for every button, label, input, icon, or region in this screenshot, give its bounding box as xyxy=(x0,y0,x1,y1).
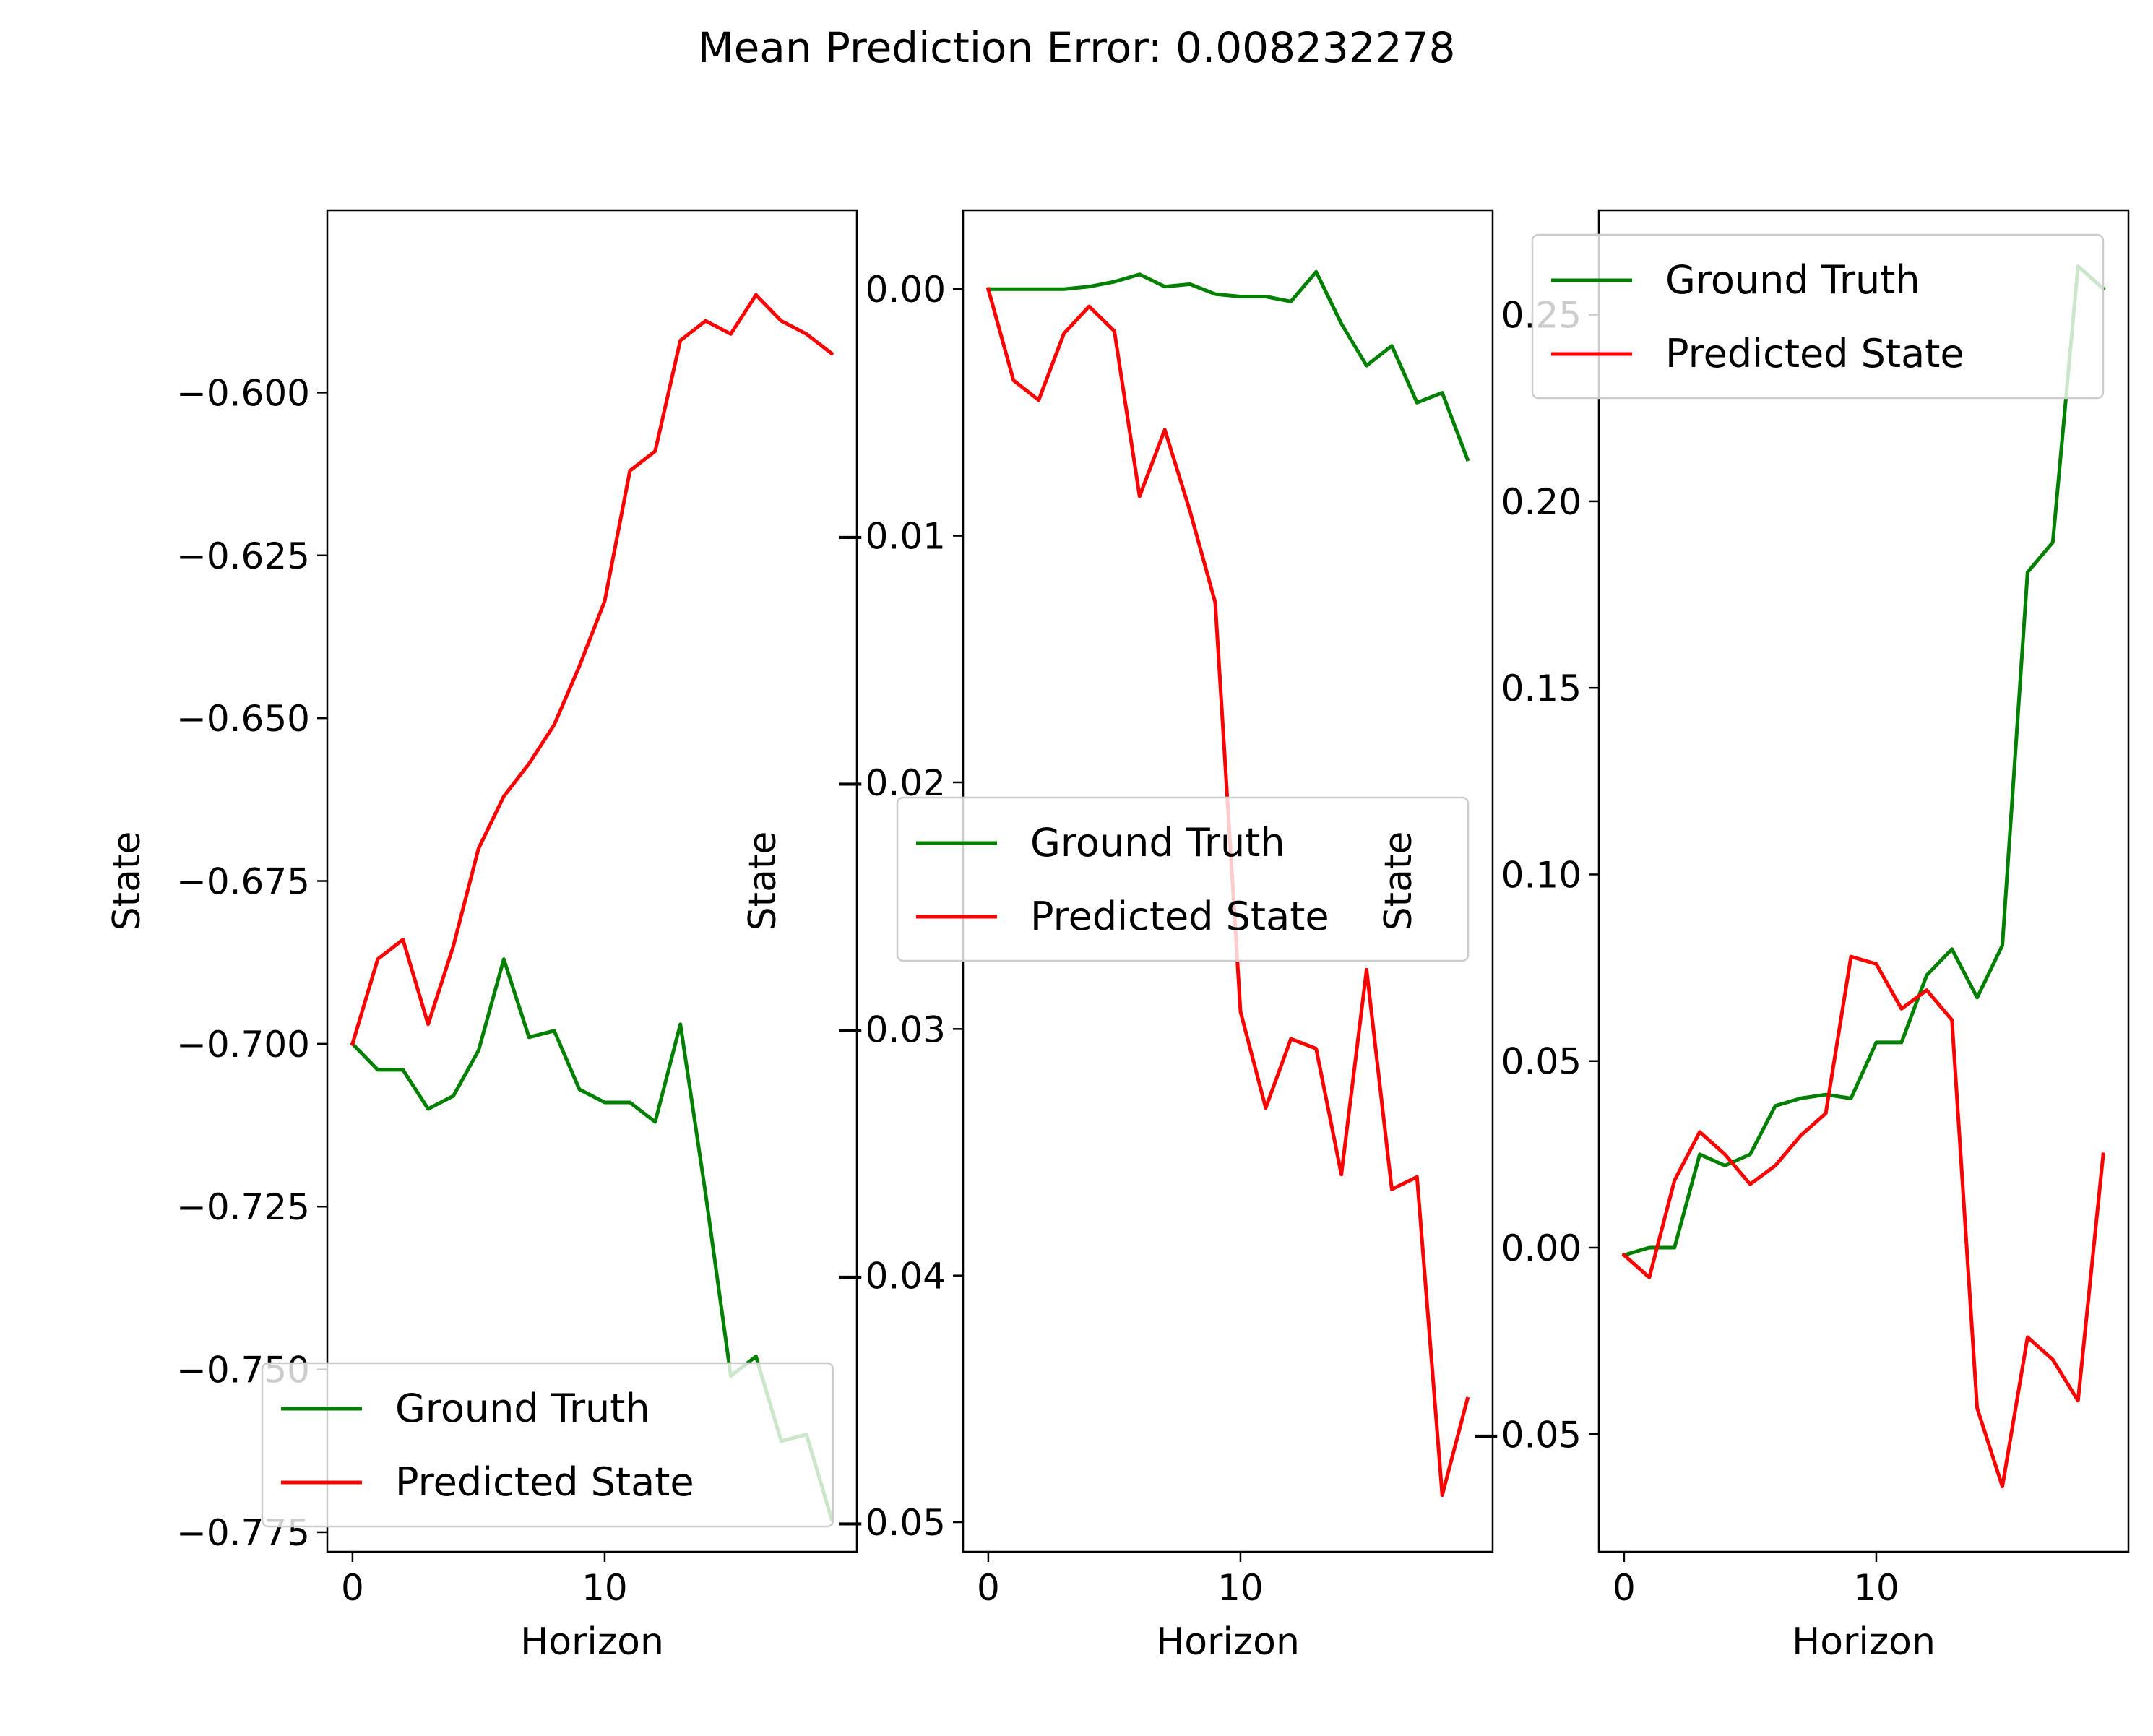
x-tick-label: 0 xyxy=(977,1567,1000,1609)
y-tick-label: −0.700 xyxy=(176,1024,310,1066)
y-tick-label: −0.01 xyxy=(835,516,946,558)
x-axis-label: Horizon xyxy=(1156,1620,1300,1664)
subplots: 0 10 −0.600 −0.625 −0.650 −0.675 −0.700 −0.725 −… xyxy=(105,209,2130,1664)
subplot-1: 0 10−0.600−0.625−0.650−0.675−0.700−0.725−… xyxy=(105,209,858,1664)
figure-suptitle: Mean Prediction Error: 0.008232278 xyxy=(698,23,1456,72)
y-tick-label: −0.725 xyxy=(176,1186,310,1228)
series-line-ground-truth xyxy=(986,269,1470,462)
y-tick-label: −0.600 xyxy=(176,372,310,414)
legend-label: Predicted State xyxy=(1665,331,1964,376)
series-line-ground-truth xyxy=(1621,264,2106,1258)
legend: Ground Truth Predicted State xyxy=(896,796,1470,962)
y-tick-label: 0.00 xyxy=(1501,1227,1582,1269)
series-line-predicted-state xyxy=(350,293,834,1047)
y-tick-label: −0.625 xyxy=(176,535,310,577)
x-tick-label: 0 xyxy=(341,1567,364,1609)
legend-label: Predicted State xyxy=(395,1459,694,1505)
legend-box xyxy=(1531,233,2105,400)
y-tick-label: 0.15 xyxy=(1501,668,1582,709)
y-tick-label: −0.04 xyxy=(835,1256,946,1297)
legend-box xyxy=(261,1362,834,1528)
x-axis-label: Horizon xyxy=(1792,1620,1936,1664)
series-line-predicted-state xyxy=(1621,954,2105,1489)
y-tick-label: 0.20 xyxy=(1501,481,1582,523)
y-axis-label: State xyxy=(741,832,785,931)
y-tick-label: 0.05 xyxy=(1501,1041,1582,1083)
axes-frame xyxy=(1597,209,2130,1553)
y-tick-label: −0.03 xyxy=(835,1009,946,1050)
y-tick-label: 0.10 xyxy=(1501,854,1582,896)
x-tick-label: 10 xyxy=(582,1567,628,1609)
x-tick-label: 10 xyxy=(1853,1567,1899,1609)
y-axis-label: State xyxy=(105,832,149,931)
legend-label: Predicted State xyxy=(1030,894,1329,939)
y-tick-label: −0.05 xyxy=(835,1502,946,1544)
y-tick-label: −0.650 xyxy=(176,698,310,740)
legend-label: Ground Truth xyxy=(1030,820,1285,865)
x-tick-label: 10 xyxy=(1217,1567,1264,1609)
legend: Ground Truth Predicted State xyxy=(261,1362,834,1528)
x-tick-label: 0 xyxy=(1613,1567,1636,1609)
y-tick-label: −0.05 xyxy=(1471,1414,1582,1456)
x-axis-label: Horizon xyxy=(520,1620,664,1664)
legend-label: Ground Truth xyxy=(395,1386,650,1431)
legend-label: Ground Truth xyxy=(1665,257,1920,303)
y-tick-label: 0.00 xyxy=(866,269,946,311)
series-line-ground-truth xyxy=(350,957,834,1522)
legend: Ground Truth Predicted State xyxy=(1531,233,2105,400)
legend-box xyxy=(896,796,1470,962)
y-axis-label: State xyxy=(1377,832,1420,931)
subplot-2: 0 100.00−0.01−0.02−0.03−0.04−0.05HorizonS… xyxy=(741,209,1494,1664)
subplot-3: 0100.250.200.150.100.050.00−0.05HorizonS… xyxy=(1377,209,2130,1664)
y-tick-label: −0.675 xyxy=(176,861,310,903)
